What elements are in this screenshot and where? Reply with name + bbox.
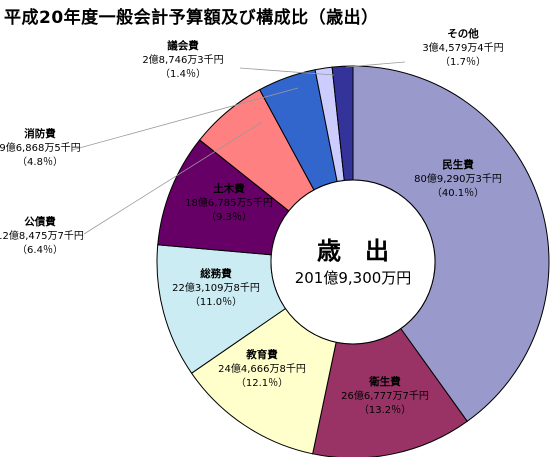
slice-7-label-amount: 9億6,868万5千円 (0, 141, 81, 154)
leader-line-7 (71, 87, 299, 151)
slice-6-label-name: 公債費 (24, 215, 56, 228)
slice-4-label-name: 総務費 (200, 267, 232, 280)
slice-6-label-percent: （6.4％） (17, 244, 63, 256)
slice-3-label-name: 教育費 (245, 348, 278, 361)
slice-2-label-percent: （13.2％） (359, 404, 411, 416)
slice-8-label-percent: （1.4％） (160, 68, 206, 80)
slice-1-label-name: 民生費 (442, 158, 474, 171)
donut-slices (156, 65, 550, 457)
slice-1-label-amount: 80億9,290万3千円 (414, 172, 502, 185)
slice-7-label-percent: （4.8％） (17, 156, 63, 168)
leader-line-8 (239, 67, 335, 76)
leader-line-9 (345, 61, 406, 68)
leader-line-6 (83, 121, 263, 235)
slice-4-label-amount: 22億3,109万8千円 (172, 281, 260, 294)
leader-lines (71, 61, 406, 235)
slice-9-label-percent: （1.7％） (440, 56, 486, 68)
slice-3-label-percent: （12.1％） (236, 377, 288, 389)
slice-8-label-name: 議会費 (167, 39, 199, 52)
slice-4-label-percent: （11.0％） (190, 296, 242, 308)
slice-2-label-name: 衛生費 (368, 375, 401, 388)
page-title: 平成20年度一般会計予算額及び構成比（歳出） (4, 8, 379, 28)
center-total: 201億9,300万円 (295, 269, 412, 287)
slice-1-label-percent: （40.1％） (432, 187, 484, 199)
slice-5-label-name: 土木費 (213, 182, 245, 195)
center-title: 歳 出 (317, 237, 389, 265)
slice-8-label-amount: 2億8,746万3千円 (142, 53, 223, 66)
slice-2-label-amount: 26億6,777万7千円 (341, 389, 429, 402)
slice-5-label-amount: 18億6,785万5千円 (185, 196, 273, 209)
donut-hole (270, 179, 436, 345)
slice-5-label-percent: （9.3％） (206, 211, 252, 223)
slice-9-label-name: その他 (447, 27, 479, 40)
slice-9-label-amount: 3億4,579万4千円 (422, 41, 503, 54)
slice-3-label-amount: 24億4,666万8千円 (218, 362, 306, 375)
slice-7-label-name: 消防費 (24, 127, 56, 140)
slice-6-label-amount: 12億8,475万7千円 (0, 229, 84, 242)
